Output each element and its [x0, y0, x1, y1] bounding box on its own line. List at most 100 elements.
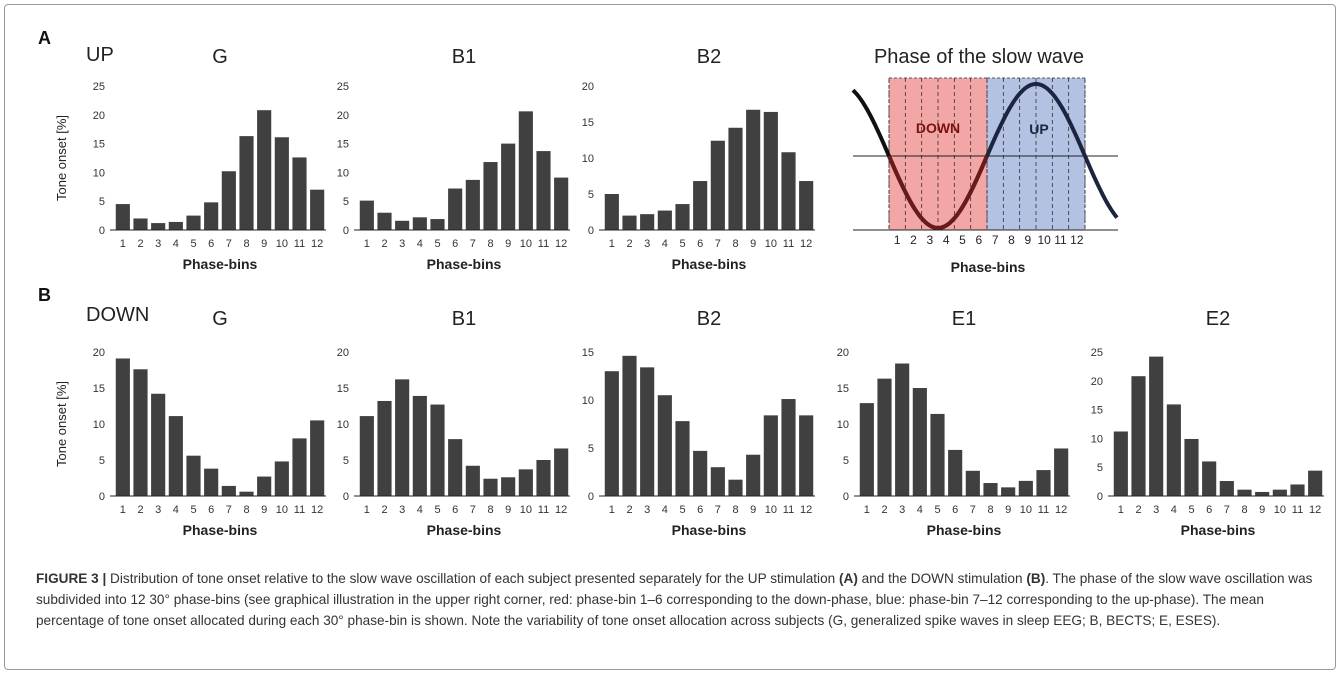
x-tick-label: 12 — [555, 504, 567, 516]
y-tick-label: 0 — [1097, 491, 1103, 503]
bar — [448, 439, 463, 496]
x-tick-label: 1 — [364, 504, 370, 516]
phase-bin-label: 12 — [1070, 233, 1084, 247]
y-tick-label: 15 — [337, 139, 349, 151]
x-axis-label: Phase-bins — [1181, 522, 1256, 538]
bar — [1237, 489, 1252, 496]
y-tick-label: 20 — [837, 347, 849, 359]
x-axis-label: Phase-bins — [427, 256, 502, 272]
bar — [186, 455, 201, 496]
chart-title: G — [212, 308, 228, 330]
down-row-label: DOWN — [86, 304, 149, 326]
x-tick-label: 5 — [190, 238, 196, 250]
figure-caption: FIGURE 3 | Distribution of tone onset re… — [36, 568, 1316, 631]
y-tick-label: 5 — [99, 455, 105, 467]
caption-text-3: . The phase of the slow wave oscillation… — [36, 571, 1313, 628]
bar — [895, 363, 910, 496]
figure-frame — [4, 4, 1336, 670]
chart-title: B1 — [452, 46, 476, 68]
chart-title: B2 — [697, 46, 721, 68]
phase-bin-label: 9 — [1024, 233, 1031, 247]
bar — [115, 204, 130, 230]
y-axis-label: Tone onset [%] — [54, 115, 69, 201]
y-tick-label: 5 — [588, 443, 594, 455]
x-tick-label: 12 — [311, 504, 323, 516]
x-tick-label: 5 — [190, 504, 196, 516]
x-tick-label: 2 — [381, 238, 387, 250]
bar — [239, 136, 254, 230]
x-tick-label: 4 — [417, 504, 423, 516]
bar — [1001, 487, 1016, 496]
x-tick-label: 7 — [226, 504, 232, 516]
phase-bin-label: 2 — [910, 233, 917, 247]
x-tick-label: 4 — [917, 504, 923, 516]
y-tick-label: 20 — [582, 81, 594, 93]
y-tick-label: 10 — [93, 419, 105, 431]
bar — [763, 415, 778, 496]
bar — [168, 221, 183, 230]
x-tick-label: 11 — [538, 238, 549, 250]
x-tick-label: 10 — [276, 238, 288, 250]
bar — [501, 143, 516, 230]
y-tick-label: 0 — [343, 225, 349, 237]
slow-wave-down-highlight — [887, 155, 989, 230]
x-tick-label: 8 — [987, 504, 993, 516]
bar — [1219, 481, 1234, 496]
x-tick-label: 7 — [715, 504, 721, 516]
phase-diagram-title: Phase of the slow wave — [874, 46, 1084, 68]
x-tick-label: 7 — [470, 238, 476, 250]
x-tick-label: 2 — [1135, 504, 1141, 516]
phase-bin-label: 7 — [992, 233, 999, 247]
bar — [483, 478, 498, 496]
phase-bin-label: 3 — [926, 233, 933, 247]
x-tick-label: 6 — [208, 238, 214, 250]
bar — [983, 483, 998, 496]
y-tick-label: 15 — [582, 117, 594, 129]
bar — [465, 465, 480, 496]
x-tick-label: 7 — [970, 504, 976, 516]
x-tick-label: 7 — [470, 504, 476, 516]
bar — [518, 469, 533, 496]
x-tick-label: 10 — [520, 238, 532, 250]
bar — [746, 454, 761, 496]
chart-title: E2 — [1206, 308, 1230, 330]
x-tick-label: 3 — [399, 504, 405, 516]
bar — [1113, 431, 1128, 496]
bar — [640, 367, 655, 496]
x-tick-label: 1 — [864, 504, 870, 516]
bar — [1308, 470, 1323, 496]
bar — [554, 177, 569, 230]
bar — [168, 416, 183, 496]
y-tick-label: 5 — [343, 455, 349, 467]
x-tick-label: 11 — [538, 504, 549, 516]
x-tick-label: 1 — [609, 504, 615, 516]
caption-text-2: and the DOWN stimulation — [857, 571, 1027, 586]
bar — [604, 371, 619, 496]
bar — [395, 379, 410, 496]
bar — [1272, 489, 1287, 496]
y-tick-label: 10 — [582, 153, 594, 165]
bar — [657, 210, 672, 230]
x-tick-label: 11 — [783, 238, 794, 250]
bar — [257, 110, 272, 230]
bar — [377, 212, 392, 230]
bar — [151, 223, 166, 230]
x-tick-label: 9 — [1005, 504, 1011, 516]
y-tick-label: 15 — [93, 139, 105, 151]
x-tick-label: 8 — [243, 238, 249, 250]
x-tick-label: 8 — [487, 504, 493, 516]
y-tick-label: 0 — [99, 225, 105, 237]
x-tick-label: 12 — [800, 238, 812, 250]
bar — [622, 215, 637, 230]
bar — [536, 460, 551, 496]
bar — [133, 218, 148, 230]
x-tick-label: 6 — [208, 504, 214, 516]
x-tick-label: 2 — [626, 504, 632, 516]
phase-bin-label: 1 — [894, 233, 901, 247]
y-tick-label: 10 — [582, 395, 594, 407]
x-tick-label: 11 — [294, 238, 305, 250]
